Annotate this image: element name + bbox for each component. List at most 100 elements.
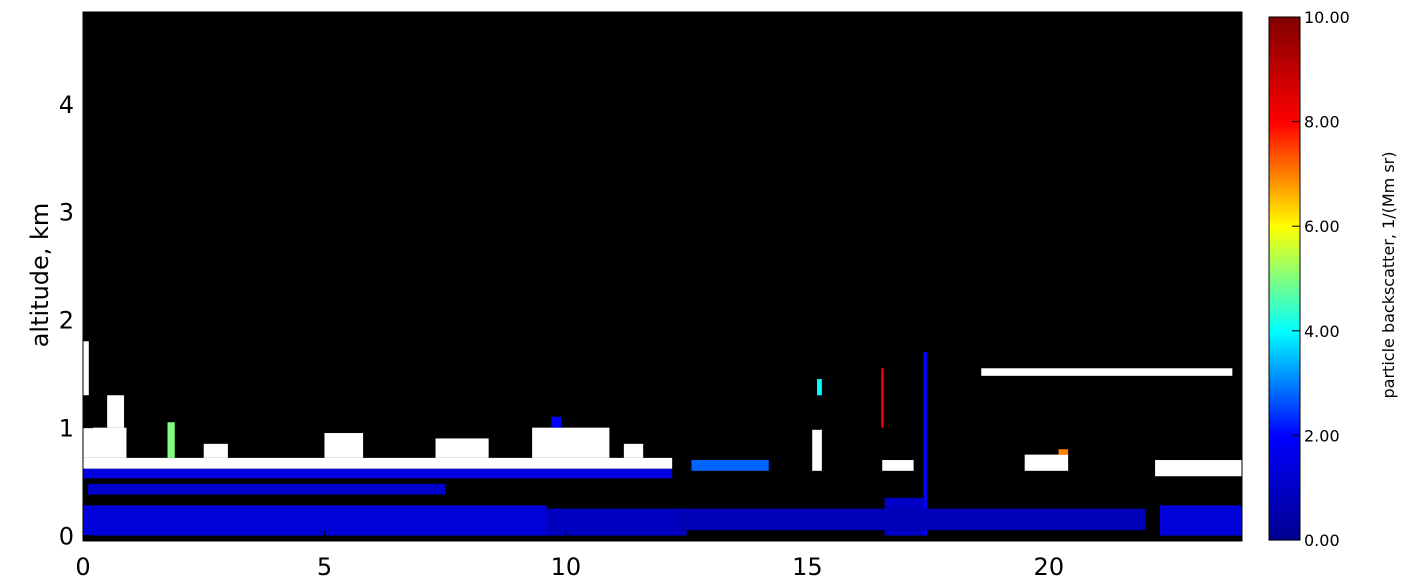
colorbar-swatch xyxy=(1269,231,1300,235)
colorbar-swatch xyxy=(1269,448,1300,452)
colorbar-swatch xyxy=(1269,356,1300,361)
colorbar-swatch xyxy=(1269,451,1300,455)
colorbar-swatch xyxy=(1269,385,1300,389)
backscatter-region xyxy=(882,460,914,471)
colorbar-swatch xyxy=(1269,322,1300,327)
colorbar-swatch xyxy=(1269,519,1300,523)
backscatter-region xyxy=(623,443,644,458)
colorbar-swatch xyxy=(1269,265,1300,269)
colorbar-title: particle backscatter, 1/(Mm sr) xyxy=(1379,152,1398,399)
colorbar-swatch xyxy=(1269,152,1300,157)
colorbar-swatch xyxy=(1269,147,1300,151)
colorbar-swatch xyxy=(1269,132,1300,136)
colorbar-swatch xyxy=(1269,275,1300,280)
colorbar-swatch xyxy=(1269,121,1300,125)
x-tick-label: 5 xyxy=(317,553,332,581)
backscatter-region xyxy=(546,508,687,536)
colorbar-swatch xyxy=(1269,56,1300,60)
colorbar-swatch xyxy=(1269,534,1300,538)
y-tick-label: 0 xyxy=(59,523,74,551)
colorbar-swatch xyxy=(1269,513,1300,518)
colorbar-swatch xyxy=(1269,359,1300,363)
colorbar-swatch xyxy=(1269,17,1300,21)
colorbar-swatch xyxy=(1269,354,1300,358)
colorbar-swatch xyxy=(1269,226,1300,230)
colorbar-swatch xyxy=(1269,32,1300,36)
colorbar-swatch xyxy=(1269,490,1300,494)
colorbar-swatch xyxy=(1269,98,1300,102)
colorbar-swatch xyxy=(1269,440,1300,444)
colorbar-swatch xyxy=(1269,367,1300,371)
colorbar-swatch xyxy=(1269,145,1300,149)
colorbar-swatch xyxy=(1269,372,1300,376)
colorbar-swatch xyxy=(1269,40,1300,44)
colorbar-swatch xyxy=(1269,370,1300,374)
colorbar-swatch xyxy=(1269,472,1300,476)
x-tick-label: 0 xyxy=(75,553,90,581)
colorbar-swatch xyxy=(1269,388,1300,392)
y-tick-label: 2 xyxy=(59,307,74,335)
colorbar-swatch xyxy=(1269,333,1300,337)
colorbar-swatch xyxy=(1269,406,1300,410)
colorbar-swatch xyxy=(1269,215,1300,219)
colorbar-swatch xyxy=(1269,105,1300,110)
colorbar-swatch xyxy=(1269,111,1300,115)
colorbar-swatch xyxy=(1269,262,1300,267)
colorbar-swatch xyxy=(1269,202,1300,206)
colorbar-swatch xyxy=(1269,336,1300,340)
colorbar-swatch xyxy=(1269,77,1300,81)
colorbar-swatch xyxy=(1269,24,1300,29)
colorbar-swatch xyxy=(1269,168,1300,172)
colorbar-swatch xyxy=(1269,150,1300,154)
colorbar-swatch xyxy=(1269,286,1300,290)
backscatter-region xyxy=(1058,449,1069,455)
colorbar-swatch xyxy=(1269,377,1300,382)
colorbar-swatch xyxy=(1269,294,1300,298)
colorbar-swatch xyxy=(1269,511,1300,515)
colorbar-swatch xyxy=(1269,194,1300,199)
colorbar-tick-label: 4.00 xyxy=(1304,322,1340,341)
colorbar-swatch xyxy=(1269,100,1300,104)
colorbar-swatch xyxy=(1269,417,1300,421)
colorbar-swatch xyxy=(1269,181,1300,185)
colorbar-swatch xyxy=(1269,260,1300,264)
colorbar-swatch xyxy=(1269,87,1300,91)
colorbar-swatch xyxy=(1269,346,1300,350)
colorbar-swatch xyxy=(1269,364,1300,369)
colorbar-swatch xyxy=(1269,163,1300,167)
colorbar-swatch xyxy=(1269,469,1300,473)
colorbar-swatch xyxy=(1269,239,1300,243)
colorbar-swatch xyxy=(1269,79,1300,83)
colorbar-swatch xyxy=(1269,362,1300,366)
colorbar-frame xyxy=(1268,16,1301,541)
colorbar-tick-label: 2.00 xyxy=(1304,426,1340,445)
colorbar-swatch xyxy=(1269,309,1300,314)
colorbar-swatch xyxy=(1269,317,1300,321)
colorbar-swatch xyxy=(1269,532,1300,536)
colorbar-swatch xyxy=(1269,45,1300,49)
backscatter-region xyxy=(435,438,489,458)
colorbar-swatch xyxy=(1269,524,1300,528)
colorbar-swatch xyxy=(1269,464,1300,468)
colorbar-swatch xyxy=(1269,166,1300,170)
colorbar-swatch xyxy=(1269,189,1300,193)
colorbar-swatch xyxy=(1269,430,1300,434)
colorbar-swatch xyxy=(1269,281,1300,285)
colorbar-swatch xyxy=(1269,103,1300,107)
colorbar-swatch xyxy=(1269,118,1300,123)
colorbar-swatch xyxy=(1269,390,1300,395)
colorbar-swatch xyxy=(1269,307,1300,311)
colorbar-swatch xyxy=(1269,495,1300,499)
colorbar-swatch xyxy=(1269,299,1300,303)
colorbar-swatch xyxy=(1269,443,1300,447)
colorbar-swatch xyxy=(1269,48,1300,52)
colorbar-swatch xyxy=(1269,328,1300,332)
colorbar-swatch xyxy=(1269,173,1300,178)
colorbar-swatch xyxy=(1269,116,1300,120)
colorbar-swatch xyxy=(1269,252,1300,256)
colorbar-swatch xyxy=(1269,380,1300,384)
colorbar-swatch xyxy=(1269,330,1300,335)
colorbar-swatch xyxy=(1269,137,1300,141)
colorbar-swatch xyxy=(1269,349,1300,353)
colorbar-swatch xyxy=(1269,176,1300,180)
